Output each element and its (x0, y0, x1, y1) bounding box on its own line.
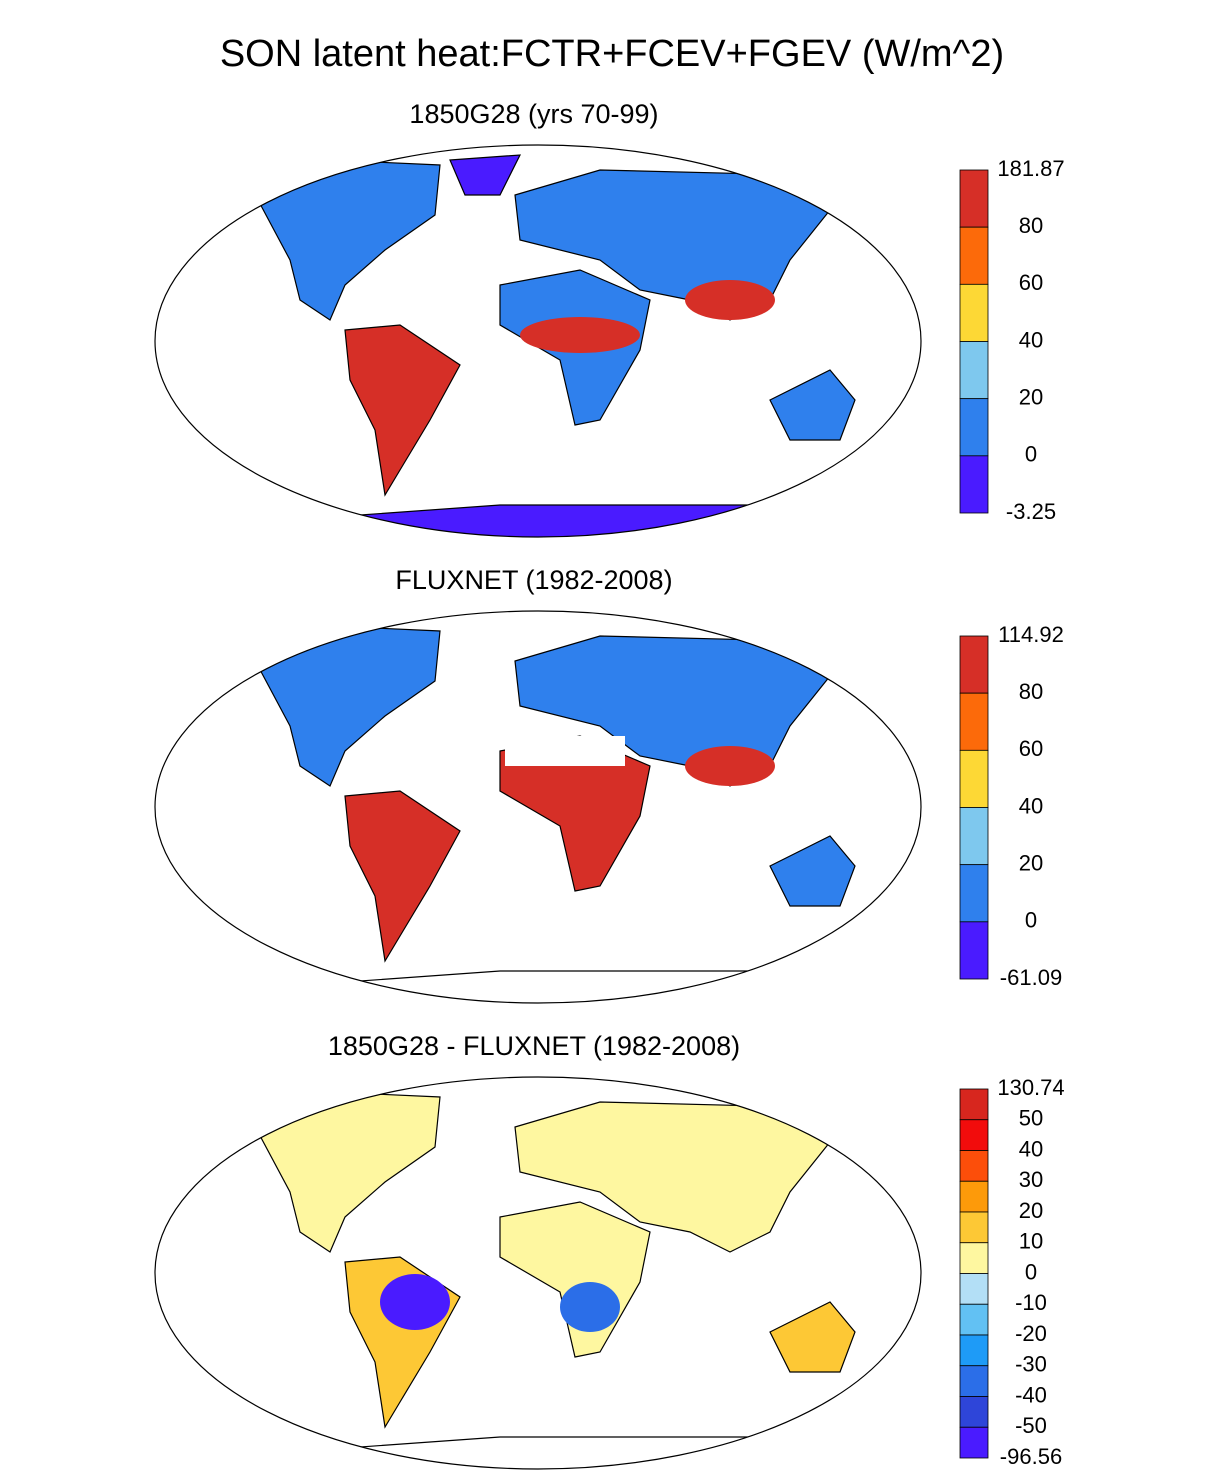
colorbar-label: 20 (1019, 1198, 1043, 1223)
colorbar-label: -20 (1015, 1321, 1047, 1346)
colorbar-label: 20 (1019, 850, 1043, 875)
colorbar-box (959, 341, 989, 400)
colorbar-box (959, 1211, 989, 1244)
panel-title: 1850G28 (yrs 70-99) (409, 99, 658, 129)
colorbar-label: 40 (1019, 1136, 1043, 1161)
colorbar-box (959, 749, 989, 808)
colorbar-box (959, 1180, 989, 1213)
colorbar-label: -30 (1015, 1352, 1047, 1377)
figure-title: SON latent heat:FCTR+FCEV+FGEV (W/m^2) (220, 33, 1004, 75)
colorbar-label: -3.25 (1006, 499, 1056, 524)
colorbar-label: 50 (1019, 1106, 1043, 1131)
map (249, 625, 856, 1003)
colorbar-box (959, 635, 989, 694)
panel-title: 1850G28 - FLUXNET (1982-2008) (328, 1031, 740, 1061)
map (249, 154, 856, 537)
colorbar-label: -10 (1015, 1290, 1047, 1315)
map (249, 1091, 856, 1469)
colorbar-label: 130.74 (997, 1075, 1064, 1100)
map-frame (154, 144, 922, 538)
colorbar-label: 80 (1019, 213, 1043, 238)
colorbar-box (959, 807, 989, 866)
colorbar-box (959, 1242, 989, 1274)
colorbar-box (959, 226, 989, 285)
colorbar-box (959, 1088, 989, 1121)
map-frame (154, 610, 922, 1004)
colorbar-box (959, 1303, 989, 1336)
panel-title: FLUXNET (1982-2008) (395, 565, 672, 595)
colorbar-box (959, 864, 989, 923)
colorbar-label: 30 (1019, 1167, 1043, 1192)
colorbar-label: 60 (1019, 736, 1043, 761)
colorbar-box (959, 1365, 989, 1397)
colorbar-label: 0 (1025, 908, 1037, 933)
colorbar-label: -96.56 (1000, 1444, 1062, 1469)
colorbar-box (959, 1150, 989, 1182)
colorbar-label: 40 (1019, 327, 1043, 352)
colorbar-box (959, 1273, 989, 1305)
colorbar-label: 181.87 (997, 156, 1064, 181)
colorbar-label: -50 (1015, 1413, 1047, 1438)
colorbar-box (959, 455, 989, 514)
colorbar-label: -40 (1015, 1382, 1047, 1407)
colorbar-box (959, 1396, 989, 1428)
colorbar-box (959, 1426, 989, 1459)
colorbar-label: 20 (1019, 384, 1043, 409)
colorbar-label: 80 (1019, 679, 1043, 704)
colorbar-box (959, 1119, 989, 1151)
map-frame (154, 1076, 922, 1470)
colorbar-label: 114.92 (998, 622, 1064, 647)
colorbar-label: 40 (1019, 793, 1043, 818)
colorbar-box (959, 1334, 989, 1367)
colorbar-label: 10 (1019, 1229, 1043, 1254)
colorbar-label: 0 (1025, 1259, 1037, 1284)
colorbar-box (959, 169, 989, 228)
colorbar-label: -61.09 (1000, 965, 1062, 990)
colorbar-label: 0 (1025, 442, 1037, 467)
colorbar-box (959, 692, 989, 751)
colorbar-box (959, 921, 989, 980)
colorbar-box (959, 398, 989, 457)
colorbar-label: 60 (1019, 270, 1043, 295)
colorbar-box (959, 283, 989, 342)
